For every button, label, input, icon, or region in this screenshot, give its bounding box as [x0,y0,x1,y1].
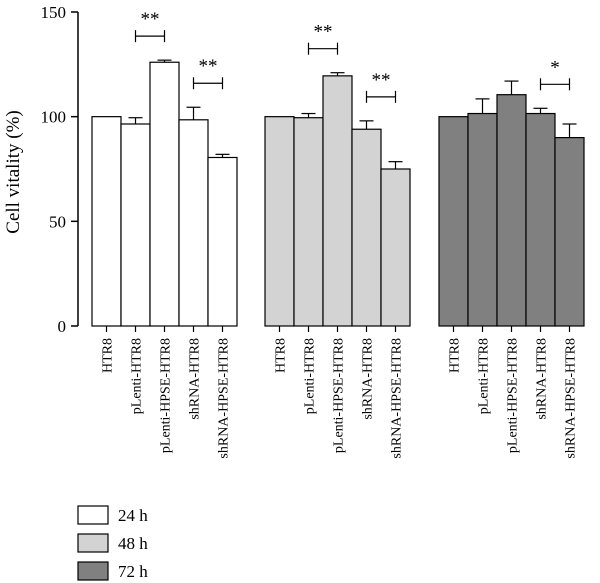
bar [496,94,527,327]
bar [293,117,324,327]
bar [264,116,295,327]
legend-swatch [77,533,109,553]
significance-markers: ********* [134,9,571,103]
x-tick-label: shRNA-HPSE-HTR8 [390,338,405,459]
x-tick-label: pLenti-HPSE-HTR8 [332,338,347,453]
legend-entry: 24 h [77,505,148,525]
significance-label: ** [314,22,333,43]
x-tick-label: HTR8 [101,338,116,373]
x-tick-label: HTR8 [448,338,463,373]
significance-bracket: ** [192,56,224,90]
legend: 24 h 48 h 72 h [77,505,148,581]
legend-label: 48 h [118,534,148,553]
x-tick-label: pLenti-HPSE-HTR8 [159,338,174,453]
bar [149,61,180,327]
bar [207,156,238,327]
series-group [91,59,238,327]
significance-label: ** [372,70,391,91]
x-tick-label: shRNA-HTR8 [188,338,203,420]
legend-label: 72 h [118,562,148,581]
x-tick-label: shRNA-HPSE-HTR8 [564,338,579,459]
legend-swatch [77,505,109,525]
bar-groups [91,59,585,327]
legend-label: 24 h [118,506,148,525]
legend-swatch [77,561,109,581]
y-tick-label: 0 [58,317,67,336]
x-tick-label: shRNA-HPSE-HTR8 [217,338,232,459]
significance-bracket: * [539,57,571,91]
series-group [438,80,585,327]
bar [467,112,498,327]
bar [525,112,556,327]
bar [380,168,411,327]
y-axis: 0 50 100 150 [41,3,79,336]
x-tick-label: shRNA-HTR8 [535,338,550,420]
bar [120,123,151,327]
significance-label: ** [199,56,218,77]
bar [178,119,209,327]
y-tick-label: 150 [41,3,67,22]
significance-bracket: ** [134,9,166,43]
bar [322,75,353,327]
bar [351,128,382,327]
x-tick-label: HTR8 [274,338,289,373]
significance-bracket: ** [365,70,397,103]
significance-label: * [550,57,560,78]
x-tick-label: pLenti-HTR8 [130,338,145,414]
significance-label: ** [141,9,160,30]
legend-entry: 72 h [77,561,148,581]
series-group [264,72,411,327]
bar [91,116,122,327]
bar [438,116,469,327]
x-tick-label: shRNA-HTR8 [361,338,376,420]
x-tick-label: pLenti-HPSE-HTR8 [506,338,521,453]
y-tick-label: 100 [41,108,67,127]
bar [554,137,585,327]
x-axis: HTR8 pLenti-HTR8 pLenti-HPSE-HTR8 shRNA-HTR… [101,326,579,459]
legend-entry: 48 h [77,533,148,553]
y-axis-label: Cell vitality (%) [3,110,24,233]
x-tick-label: pLenti-HTR8 [303,338,318,414]
significance-bracket: ** [307,22,339,55]
x-tick-label: pLenti-HTR8 [477,338,492,414]
y-tick-label: 50 [49,212,66,231]
